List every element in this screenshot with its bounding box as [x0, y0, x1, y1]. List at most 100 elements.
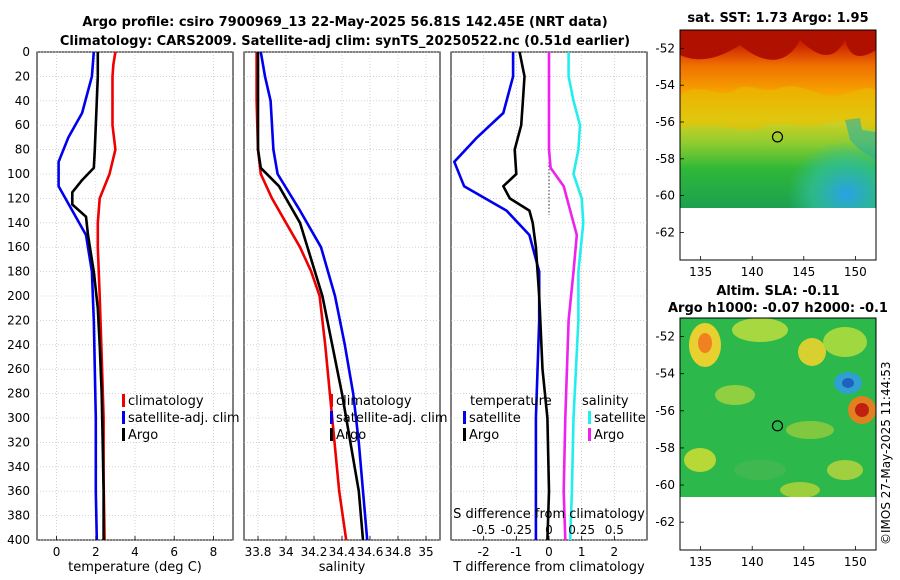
map-lat-label: -60 — [655, 189, 675, 203]
x-tick-label: -1 — [510, 545, 522, 559]
depth-tick-label: 160 — [7, 240, 30, 254]
sal-legend-label-climatology: climatology — [336, 394, 412, 409]
depth-tick-label: 40 — [15, 94, 30, 108]
sla-blob — [780, 482, 820, 497]
sal-legend-label-argo: Argo — [336, 428, 366, 443]
x-tick-label: 34.2 — [301, 545, 328, 559]
temperature-depth-ticks: 0 20 40 60 80 100 120 140 160 180 200 220 240 260 280 3… — [7, 45, 30, 547]
legend-swatch-argo — [122, 428, 125, 441]
sla-map-frame — [679, 317, 877, 551]
depth-tick-label: 100 — [7, 167, 30, 181]
map-lat-label: -56 — [655, 115, 675, 129]
x-tick-label: 1 — [578, 545, 586, 559]
sal-legend-swatch-climatology — [330, 394, 333, 407]
difference-panel: -2 -1 0 1 2 -0.5 -0.25 0 0.25 0.5 S difference f… — [450, 51, 648, 575]
depth-tick-label: 340 — [7, 460, 30, 474]
depth-tick-label: 220 — [7, 313, 30, 327]
x-tick-label: 2 — [92, 545, 100, 559]
depth-tick-label: 60 — [15, 118, 30, 132]
map-lat-label: -62 — [655, 225, 675, 239]
diff-legend-label-t-argo: Argo — [469, 428, 499, 443]
x-tick-label: -2 — [478, 545, 490, 559]
map-lat-label: -56 — [655, 404, 675, 418]
sla-blob — [698, 333, 712, 353]
sla-blob — [732, 318, 788, 342]
map-lon-label: 150 — [844, 265, 867, 279]
map-lon-label: 145 — [792, 265, 815, 279]
depth-tick-label: 0 — [22, 45, 30, 59]
x-tick-label: 34 — [278, 545, 293, 559]
sla-map-title-line2: Argo h1000: -0.07 h2000: -0.1 — [668, 301, 888, 316]
x-tick-label: 34.8 — [385, 545, 412, 559]
sst-cold-filament — [845, 118, 876, 160]
map-lon-label: 135 — [689, 265, 712, 279]
salinity-x-ticks: 33.8 34 34.2 34.4 34.6 34.8 35 — [245, 536, 434, 559]
diff-legend-swatch-t-argo — [463, 428, 466, 441]
sla-blob — [842, 378, 854, 388]
diff-legend-swatch-t-satellite — [463, 411, 466, 424]
sla-map-panel: Altim. SLA: -0.11 Argo h1000: -0.07 h200… — [655, 284, 888, 569]
map-lon-label: 140 — [741, 555, 764, 569]
series-line-temperature-argo — [501, 51, 551, 541]
map-lat-label: -62 — [655, 515, 675, 529]
legend-label-climatology: climatology — [128, 394, 204, 409]
x-tick-label: 0 — [53, 545, 61, 559]
salinity-panel: 33.8 34 34.2 34.4 34.6 34.8 35 salinity climat… — [243, 51, 448, 575]
sst-map-title: sat. SST: 1.73 Argo: 1.95 — [687, 11, 868, 26]
series-line-salinity-satellite — [567, 52, 585, 541]
legend-label-satellite: satellite-adj. clim — [128, 411, 240, 426]
sla-blob — [855, 403, 869, 417]
depth-tick-label: 260 — [7, 362, 30, 376]
sla-map-ticks: 135 140 145 150 -52 -54 -56 -58 -60 -62 — [655, 330, 866, 569]
map-lat-label: -60 — [655, 478, 675, 492]
diff-legend-swatch-s-satellite — [588, 411, 591, 424]
series-line-salinity-argo — [547, 52, 579, 541]
sla-blob — [786, 421, 834, 439]
depth-tick-label: 360 — [7, 484, 30, 498]
difference-legend: temperature salinity satellite Argo sate… — [463, 394, 646, 443]
s-tick-label: 0.25 — [568, 523, 595, 537]
temperature-panel: 0204060801001201401601802002202402602803… — [7, 45, 240, 575]
s-tick-label: -0.25 — [501, 523, 532, 537]
sst-map-panel: sat. SST: 1.73 Argo: 1.95 135 140 145 150 -5… — [655, 11, 877, 279]
sst-argo-marker — [771, 131, 784, 143]
sst-map-ticks: 135 140 145 150 -52 -54 -56 -58 -60 -62 — [655, 41, 866, 279]
x-tick-label: 2 — [611, 545, 619, 559]
map-lat-label: -58 — [655, 441, 675, 455]
diff-legend-salinity-title: salinity — [582, 394, 629, 409]
x-tick-label: 34.6 — [357, 545, 384, 559]
depth-tick-label: 320 — [7, 435, 30, 449]
figure-title-line1: Argo profile: csiro 7900969_13 22-May-20… — [82, 15, 607, 30]
s-difference-label: S difference from climatology — [453, 507, 645, 522]
sal-legend-swatch-argo — [330, 428, 333, 441]
map-lat-label: -54 — [655, 78, 675, 92]
temperature-x-ticks: 0 2 4 6 8 — [53, 536, 217, 559]
salinity-grid — [244, 51, 440, 541]
series-line-argo — [256, 52, 365, 541]
x-tick-label: 34.4 — [329, 545, 356, 559]
sla-field — [680, 318, 876, 497]
x-tick-label: 33.8 — [245, 545, 272, 559]
legend-swatch-satellite — [122, 411, 125, 424]
sal-legend-swatch-satellite — [330, 411, 333, 424]
depth-tick-label: 400 — [7, 533, 30, 547]
diff-legend-label-s-argo: Argo — [594, 428, 624, 443]
sla-blob — [734, 460, 786, 480]
depth-tick-label: 20 — [15, 69, 30, 83]
salinity-legend: climatology satellite-adj. clim Argo — [330, 394, 448, 443]
temperature-lines — [57, 51, 117, 541]
depth-tick-label: 80 — [15, 143, 30, 157]
map-lat-label: -54 — [655, 367, 675, 381]
map-lat-label: -52 — [655, 330, 675, 344]
sla-map-title-line1: Altim. SLA: -0.11 — [716, 284, 839, 299]
map-lat-label: -52 — [655, 41, 675, 55]
series-line-argo — [71, 52, 105, 540]
diff-legend-label-t-satellite: satellite — [469, 411, 521, 426]
salinity-xlabel: salinity — [319, 560, 366, 575]
diff-legend-swatch-s-argo — [588, 428, 591, 441]
depth-tick-label: 140 — [7, 216, 30, 230]
map-lon-label: 135 — [689, 555, 712, 569]
map-lon-label: 140 — [741, 265, 764, 279]
sla-blob — [827, 460, 863, 480]
depth-tick-label: 300 — [7, 411, 30, 425]
